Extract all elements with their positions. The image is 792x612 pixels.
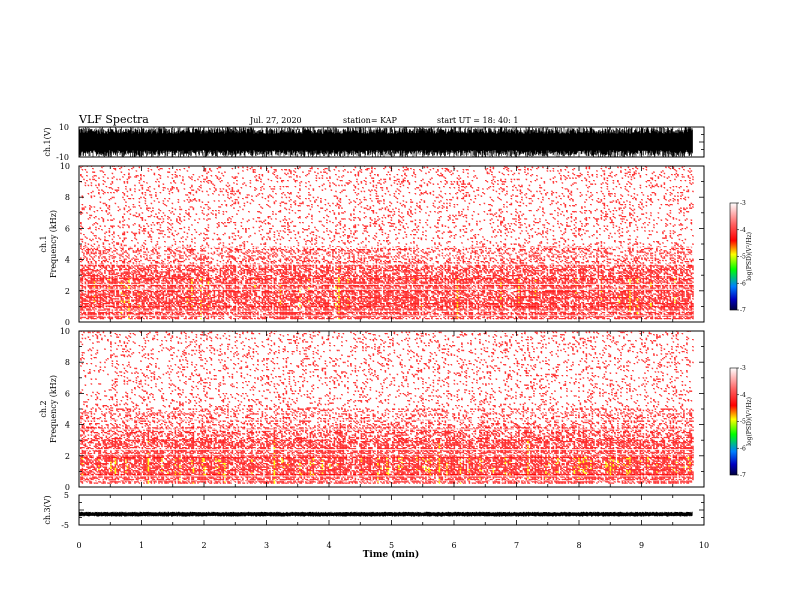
- spectrogram-band: [80, 305, 694, 320]
- y-tick-label: 2: [65, 452, 70, 461]
- spectrogram-band: [80, 439, 694, 458]
- ch1-label: ch.1: [39, 235, 48, 252]
- colorbar-tick-label: -5: [740, 419, 746, 426]
- ch2-label: ch.2: [39, 400, 48, 417]
- spectrogram-red-cells: [80, 305, 694, 320]
- ch3-waveform-ylabel: ch.3(V): [43, 495, 52, 524]
- y-tick-label: 4: [65, 256, 70, 265]
- ch1-spectrogram-panel: 0 2 4 6 8 10 ch.1 Frequency (kHz): [39, 162, 705, 327]
- y-tick-label: 10: [60, 162, 70, 171]
- ch2-spectrogram-heatmap: [80, 330, 694, 484]
- ch1-spectrogram-heatmap: [80, 165, 694, 320]
- ch1-spectrogram-ticks: [78, 165, 705, 323]
- colorbar-tick-label: -4: [740, 227, 746, 234]
- spectrogram-red-cells: [80, 165, 694, 248]
- y-tick-label: 10: [60, 327, 70, 336]
- y-tick-label: 8: [65, 358, 70, 367]
- ch2-spectrogram-ticks: [78, 330, 705, 488]
- colorbar-tick-label: -4: [740, 392, 746, 399]
- ch3-waveform-trace: [78, 511, 693, 517]
- colorbar-gradient: [729, 202, 738, 311]
- x-tick-label: 4: [326, 541, 331, 550]
- x-tick-label: 2: [201, 541, 206, 550]
- x-tick-label: 8: [576, 541, 581, 550]
- ch1-waveform-panel: 10 -10 ch.1(V): [43, 123, 705, 162]
- spectrogram-yellow-cells: [93, 277, 676, 307]
- ch1-spectrogram-ytick-labels: 0 2 4 6 8 10: [60, 162, 70, 327]
- colorbar-label: log(PSD)(V²/Hz): [746, 397, 753, 446]
- ch3-ytick-top: 5: [64, 491, 69, 500]
- colorbar-tick-label: -3: [740, 365, 746, 372]
- spectrogram-band: [80, 265, 694, 279]
- colorbar-tick-label: -5: [740, 254, 746, 261]
- x-axis-tick-labels: 0 1 2 3 4 5 6 7 8 9 10: [76, 541, 709, 550]
- x-axis-label: Time (min): [363, 549, 420, 560]
- ch2-spectrogram-ytick-labels: 0 2 4 6 8 10: [60, 327, 70, 492]
- spectrogram-red-cells: [80, 456, 694, 476]
- spectrogram-band: [80, 277, 694, 307]
- ch3-waveform-line: [78, 511, 693, 517]
- spectrogram-band: [80, 456, 694, 476]
- y-tick-label: 0: [65, 318, 70, 327]
- x-tick-label: 10: [699, 541, 709, 550]
- y-tick-label: 8: [65, 193, 70, 202]
- ch2-colorbar: -3 -4 -5 -6 -7 log(PSD)(V²/Hz): [729, 365, 753, 479]
- spectrogram-red-cells: [80, 330, 694, 410]
- ch1-waveform-line: [78, 127, 693, 157]
- y-tick-label: 0: [65, 483, 70, 492]
- spectrogram-band: [80, 165, 694, 248]
- colorbar-tick-label: -7: [740, 472, 746, 479]
- ch1-waveform-ticks: [78, 126, 705, 158]
- start-time-label: start UT = 18: 40: 1: [437, 116, 518, 125]
- ch2-spectrogram-panel: 0 2 4 6 8 10 ch.2 Frequency (kHz): [39, 327, 705, 492]
- ch1-ytick-bottom: -10: [56, 153, 69, 162]
- ch3-waveform-panel: 5 -5 ch.3(V): [43, 491, 705, 530]
- x-tick-label: 0: [76, 541, 81, 550]
- y-tick-label: 6: [65, 389, 70, 398]
- spectrogram-band: [80, 246, 694, 267]
- x-tick-label: 3: [264, 541, 269, 550]
- y-tick-label: 4: [65, 421, 70, 430]
- ch1-ytick-top: 10: [59, 123, 69, 132]
- ch1-colorbar: -3 -4 -5 -6 -7 log(PSD)(V²/Hz): [729, 200, 753, 314]
- x-tick-label: 7: [514, 541, 519, 550]
- x-tick-label: 9: [639, 541, 644, 550]
- colorbar-gradient: [729, 367, 738, 476]
- ch3-ytick-bottom: -5: [61, 521, 69, 530]
- colorbar-tick-label: -7: [740, 307, 746, 314]
- ch3-waveform-ticks: [78, 494, 705, 526]
- spectrogram-band: [80, 330, 694, 410]
- spectrogram-red-cells: [80, 265, 694, 279]
- ch2-frequency-label: Frequency (kHz): [49, 375, 58, 443]
- ch1-waveform-trace: [78, 127, 693, 157]
- spectrogram-red-cells: [80, 246, 694, 267]
- ch1-waveform-ylabel: ch.1(V): [43, 127, 52, 156]
- ch1-frequency-label: Frequency (kHz): [49, 210, 58, 278]
- colorbar-tick-label: -6: [740, 280, 746, 287]
- x-tick-label: 6: [451, 541, 456, 550]
- y-tick-label: 2: [65, 287, 70, 296]
- figure-date: Jul. 27, 2020: [249, 116, 302, 125]
- colorbar-label: log(PSD)(V²/Hz): [746, 232, 753, 281]
- figure-title: VLF Spectra: [78, 113, 149, 126]
- colorbar-tick-label: -3: [740, 200, 746, 207]
- spectrogram-red-cells: [80, 439, 694, 458]
- spectrogram-red-cells: [80, 277, 694, 307]
- spectrogram-yellow-cells: [338, 267, 340, 279]
- y-tick-label: 6: [65, 224, 70, 233]
- station-label: station= KAP: [343, 116, 398, 125]
- colorbar-tick-label: -6: [740, 445, 746, 452]
- x-tick-label: 1: [139, 541, 144, 550]
- x-tick-label: 5: [389, 541, 394, 550]
